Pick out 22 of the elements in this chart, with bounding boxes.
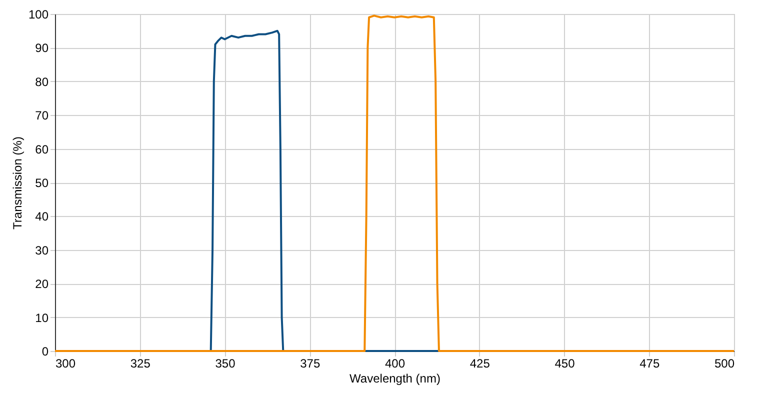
y-tick-label: 30 — [35, 243, 49, 258]
y-tick-label: 50 — [35, 176, 49, 190]
x-axis-title: Wavelength (nm) — [350, 372, 440, 386]
y-tick-label: 10 — [35, 310, 49, 325]
y-tick-label: 20 — [35, 277, 49, 292]
x-tick-label: 325 — [130, 356, 151, 370]
x-tick-label: 300 — [56, 356, 76, 370]
x-tick-label: 475 — [640, 356, 660, 370]
y-tick-label: 60 — [35, 142, 49, 156]
y-tick-label: 90 — [35, 41, 49, 56]
x-tick-label: 450 — [554, 356, 576, 370]
x-tick-label: 500 — [714, 356, 735, 370]
x-tick-label: 400 — [384, 356, 406, 370]
x-tick-label: 375 — [300, 356, 320, 370]
x-tick-label: 350 — [215, 356, 236, 370]
x-tick-label: 425 — [470, 356, 490, 370]
y-axis-title: Transmission (%) — [10, 136, 24, 230]
y-tick-label: 80 — [35, 74, 49, 89]
y-tick-label: 100 — [28, 8, 49, 22]
y-tick-label: 70 — [35, 108, 49, 123]
y-tick-label: 0 — [42, 344, 49, 358]
y-tick-label: 40 — [35, 210, 49, 224]
